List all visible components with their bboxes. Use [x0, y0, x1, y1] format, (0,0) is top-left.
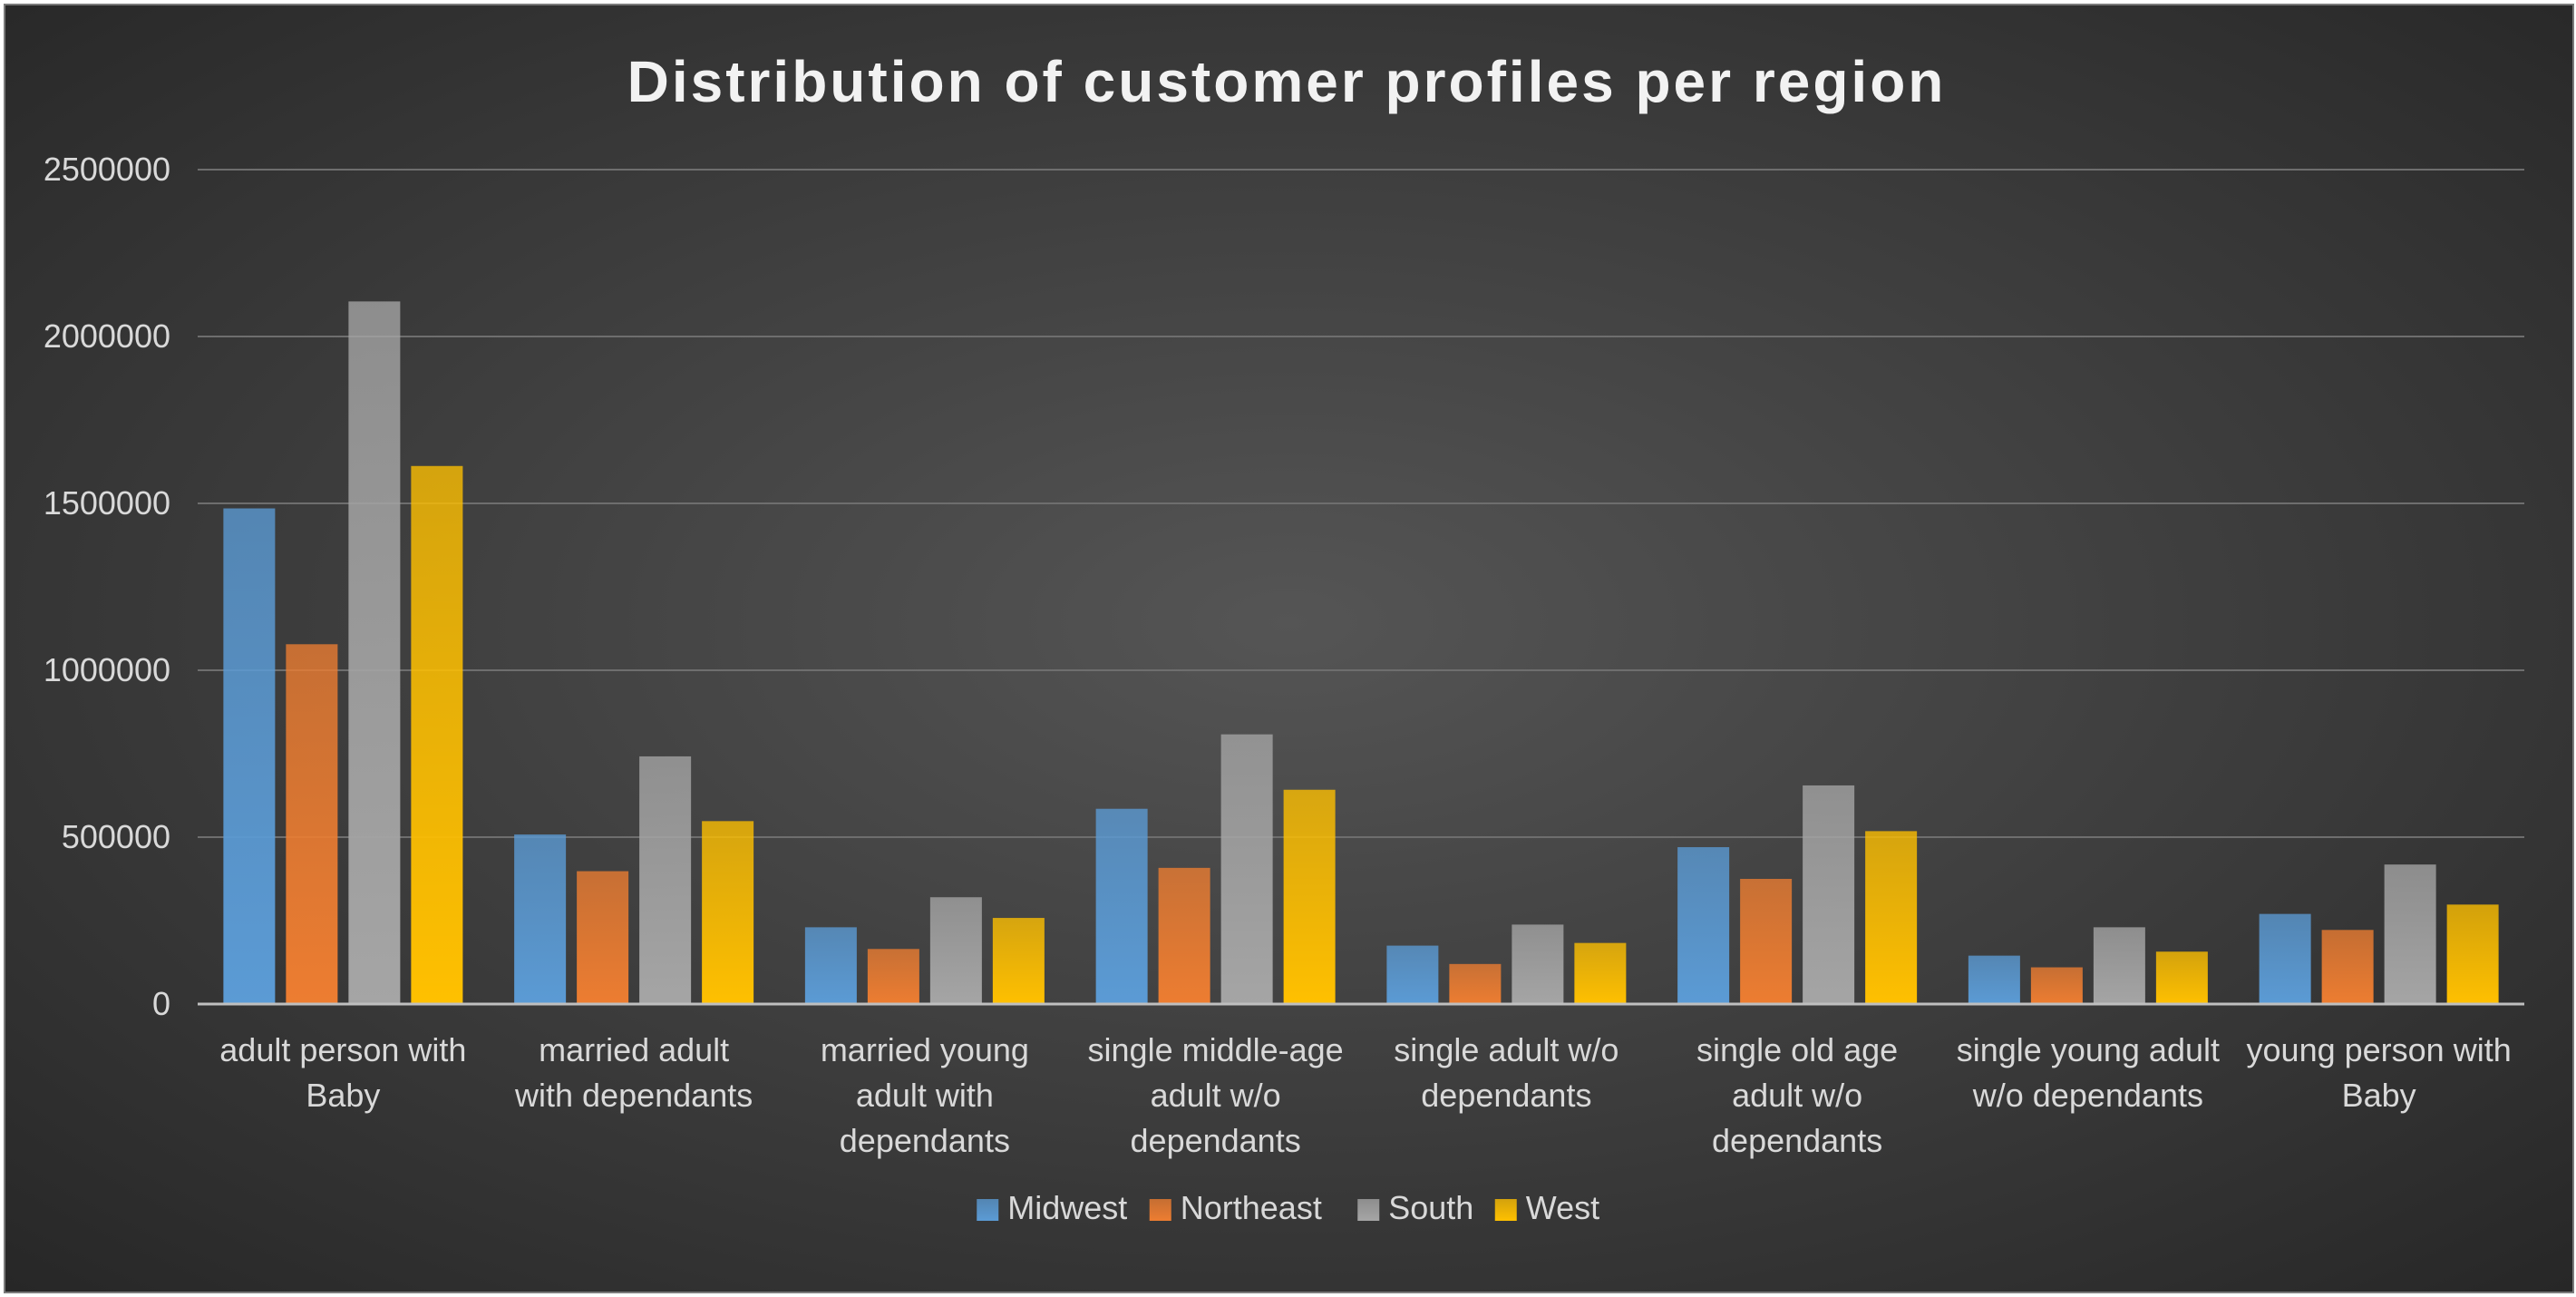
bar-midwest-1 — [514, 834, 567, 1004]
bar-northeast-5 — [1740, 879, 1793, 1004]
x-category-label: Baby — [306, 1077, 380, 1114]
bar-northeast-1 — [577, 871, 629, 1004]
bar-west-1 — [702, 821, 754, 1004]
bar-west-3 — [1283, 789, 1336, 1004]
bar-south-1 — [639, 756, 692, 1004]
chart-title: Distribution of customer profiles per re… — [627, 49, 1947, 114]
bar-northeast-4 — [1449, 963, 1502, 1004]
bars — [223, 301, 2499, 1004]
bar-midwest-3 — [1095, 808, 1148, 1004]
bar-midwest-0 — [223, 508, 276, 1004]
legend-swatch-northeast — [1149, 1199, 1171, 1221]
x-category-label: married young — [821, 1031, 1029, 1068]
bar-northeast-3 — [1158, 867, 1210, 1004]
bar-northeast-0 — [286, 644, 338, 1004]
bar-midwest-6 — [1968, 955, 2020, 1004]
bar-west-5 — [1865, 831, 1918, 1004]
x-category-label: dependants — [1421, 1077, 1591, 1114]
bar-south-7 — [2384, 864, 2436, 1004]
legend-swatch-west — [1494, 1199, 1517, 1221]
bar-chart: Distribution of customer profiles per re… — [5, 5, 2572, 1292]
x-category-label: dependants — [1131, 1122, 1301, 1159]
bar-south-0 — [348, 301, 401, 1004]
bar-west-4 — [1574, 942, 1627, 1004]
x-category-label: Baby — [2342, 1077, 2416, 1114]
legend-label-west: West — [1526, 1189, 1599, 1226]
bar-midwest-5 — [1677, 847, 1730, 1004]
bar-northeast-6 — [2030, 967, 2083, 1004]
y-axis-ticks: 0 500000 1000000 1500000 2000000 2500000 — [44, 151, 170, 1022]
x-category-label: w/o dependants — [1972, 1077, 2203, 1114]
legend-label-south: South — [1388, 1189, 1473, 1226]
bar-northeast-2 — [867, 949, 919, 1004]
x-category-label: single adult w/o — [1394, 1031, 1619, 1068]
bar-south-6 — [2093, 927, 2145, 1004]
y-tick-label: 500000 — [62, 818, 170, 855]
x-category-label: dependants — [840, 1122, 1010, 1159]
y-tick-label: 1000000 — [44, 651, 170, 688]
bar-midwest-2 — [804, 927, 857, 1004]
y-tick-label: 0 — [152, 985, 170, 1022]
x-category-label: adult with — [856, 1077, 994, 1114]
bar-south-2 — [929, 897, 982, 1004]
x-category-label: married adult — [539, 1031, 729, 1068]
x-category-label: with dependants — [514, 1077, 753, 1114]
bar-west-6 — [2155, 951, 2208, 1004]
x-category-label: adult person with — [219, 1031, 466, 1068]
gridlines — [198, 169, 2524, 838]
legend-label-midwest: Midwest — [1007, 1189, 1127, 1226]
bar-midwest-4 — [1386, 945, 1439, 1004]
bar-south-5 — [1803, 785, 1855, 1004]
bar-northeast-7 — [2321, 930, 2374, 1004]
bar-west-2 — [992, 918, 1045, 1004]
x-category-label: adult w/o — [1732, 1077, 1862, 1114]
bar-south-4 — [1512, 924, 1564, 1004]
chart-frame: Distribution of customer profiles per re… — [4, 4, 2574, 1293]
bar-west-0 — [411, 465, 463, 1004]
bar-west-7 — [2446, 904, 2499, 1004]
y-tick-label: 2000000 — [44, 317, 170, 355]
y-tick-label: 2500000 — [44, 151, 170, 188]
x-category-label: single old age — [1696, 1031, 1898, 1068]
legend-label-northeast: Northeast — [1181, 1189, 1322, 1226]
bar-south-3 — [1220, 734, 1273, 1004]
legend: Midwest Northeast South West — [977, 1189, 1599, 1226]
x-category-label: dependants — [1712, 1122, 1882, 1159]
x-category-label: young person with — [2247, 1031, 2512, 1068]
bar-midwest-7 — [2259, 913, 2311, 1004]
legend-swatch-south — [1357, 1199, 1380, 1221]
x-category-label: single middle-age — [1088, 1031, 1344, 1068]
y-tick-label: 1500000 — [44, 484, 170, 522]
legend-swatch-midwest — [977, 1199, 999, 1221]
x-axis-categories: adult person with Baby married adult with d… — [219, 1031, 2511, 1159]
x-category-label: single young adult — [1957, 1031, 2220, 1068]
x-category-label: adult w/o — [1151, 1077, 1281, 1114]
